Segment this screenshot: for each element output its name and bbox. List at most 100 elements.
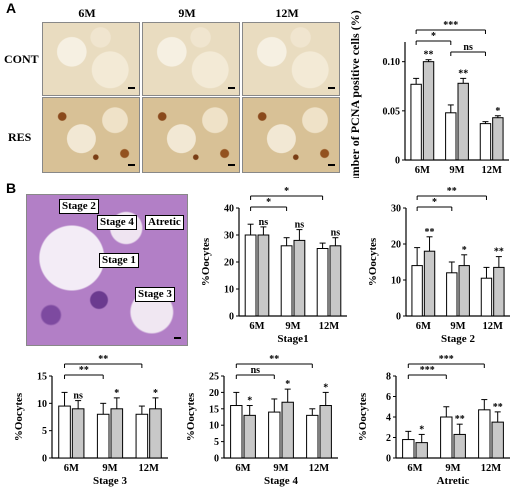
image-label-atretic: Atretic (145, 215, 184, 230)
x-axis-label: Stage 4 (264, 475, 298, 487)
y-axis-label: %Oocytes (200, 237, 212, 286)
bar (293, 239, 306, 317)
micrograph-res-6m (42, 97, 140, 173)
x-tick-label: 12M (319, 321, 340, 332)
bar (457, 82, 469, 161)
y-tick-label: 10 (391, 276, 401, 287)
y-tick-label: 10 (37, 399, 47, 410)
y-tick-label: 2 (386, 433, 391, 444)
y-tick-label: 20 (391, 240, 401, 251)
x-tick-label: 6M (235, 463, 250, 474)
x-axis-label: Stage 2 (441, 333, 475, 345)
bar (135, 413, 149, 459)
column-label-6m: 6M (78, 6, 96, 20)
significance-label: * (285, 379, 290, 390)
bar (230, 405, 243, 459)
bracket-label: *** (420, 365, 435, 376)
y-tick-label: 0 (396, 312, 401, 323)
y-tick-label: 15 (37, 372, 47, 383)
y-tick-label: 0 (214, 454, 219, 465)
x-tick-label: 6M (407, 463, 422, 474)
bracket-label: * (431, 31, 436, 42)
x-tick-label: 6M (415, 165, 430, 176)
y-tick-label: 10 (224, 285, 234, 296)
bar (71, 408, 85, 459)
y-axis-label: %Oocytes (367, 237, 379, 286)
significance-label: ** (424, 50, 434, 61)
column-label-9m: 9M (178, 6, 196, 20)
x-axis-label: Atretic (437, 475, 470, 487)
micrograph-res-12m (242, 97, 340, 173)
significance-label: ns (73, 391, 83, 402)
y-tick-label: 10 (209, 421, 219, 432)
significance-label: ** (425, 227, 435, 238)
x-tick-label: 9M (285, 321, 300, 332)
x-tick-label: 6M (416, 321, 431, 332)
bar (316, 248, 329, 317)
bar (422, 61, 435, 161)
bar (268, 411, 281, 459)
y-tick-label: 0 (229, 312, 234, 323)
x-tick-label: 9M (102, 463, 117, 474)
bracket-label: * (284, 186, 289, 197)
bar (402, 439, 415, 459)
bar (445, 112, 457, 161)
x-tick-label: 12M (309, 463, 330, 474)
bar (410, 83, 422, 161)
bracket-label: ns (463, 42, 473, 53)
micrograph-res-9m (142, 97, 240, 173)
significance-label: ** (455, 414, 465, 425)
x-tick-label: 12M (482, 321, 503, 332)
y-tick-label: 25 (209, 372, 219, 383)
bracket-label: *** (443, 20, 458, 31)
x-axis-label: Stage1 (277, 333, 308, 345)
bracket-label: ns (251, 365, 261, 376)
y-tick-label: 20 (224, 258, 234, 269)
y-tick-label: 0.05 (383, 106, 401, 117)
y-tick-label: 0 (42, 454, 47, 465)
image-label-stage-3: Stage 3 (135, 287, 175, 302)
bracket-label: * (432, 197, 437, 208)
bar (479, 123, 492, 161)
significance-label: * (323, 382, 328, 393)
bar (411, 265, 423, 317)
x-tick-label: 12M (481, 463, 502, 474)
significance-label: * (114, 388, 119, 399)
bar (478, 409, 491, 459)
significance-label: ns (331, 228, 341, 239)
x-tick-label: 12M (138, 463, 159, 474)
chart-pcna: 0 0.05 0.10 Number of PCNA positive cells (… (348, 10, 509, 178)
significance-label: * (419, 424, 424, 435)
bar (110, 408, 124, 459)
bar (446, 272, 458, 317)
significance-label: ns (259, 217, 269, 228)
y-axis-label: %Oocytes (185, 392, 197, 441)
bracket-label: *** (439, 354, 454, 365)
micrograph-cont-6m (42, 22, 140, 96)
y-tick-label: 20 (209, 388, 219, 399)
significance-label: ns (295, 220, 305, 231)
bar (440, 416, 453, 459)
bar (493, 266, 505, 317)
chart-stage-1: 0 10 20 30 40 %Oocytes 6M ns 9M ns 12M ns * * Stage1 (200, 186, 347, 345)
significance-label: ** (493, 402, 503, 413)
significance-label: ** (494, 247, 504, 258)
bar (243, 414, 256, 459)
significance-label: * (495, 106, 500, 117)
bracket-label: ** (98, 354, 108, 365)
row-label-res: RES (8, 130, 32, 144)
bar (480, 277, 493, 317)
bar (244, 234, 257, 317)
column-label-12m: 12M (275, 6, 299, 20)
bar (458, 265, 470, 317)
y-tick-label: 0 (386, 454, 391, 465)
bar (415, 442, 428, 459)
bar (492, 117, 504, 161)
y-axis-label: %Oocytes (357, 392, 369, 441)
x-tick-label: 12M (481, 165, 502, 176)
bar (491, 421, 504, 459)
bar (280, 245, 293, 317)
bar (306, 414, 319, 459)
